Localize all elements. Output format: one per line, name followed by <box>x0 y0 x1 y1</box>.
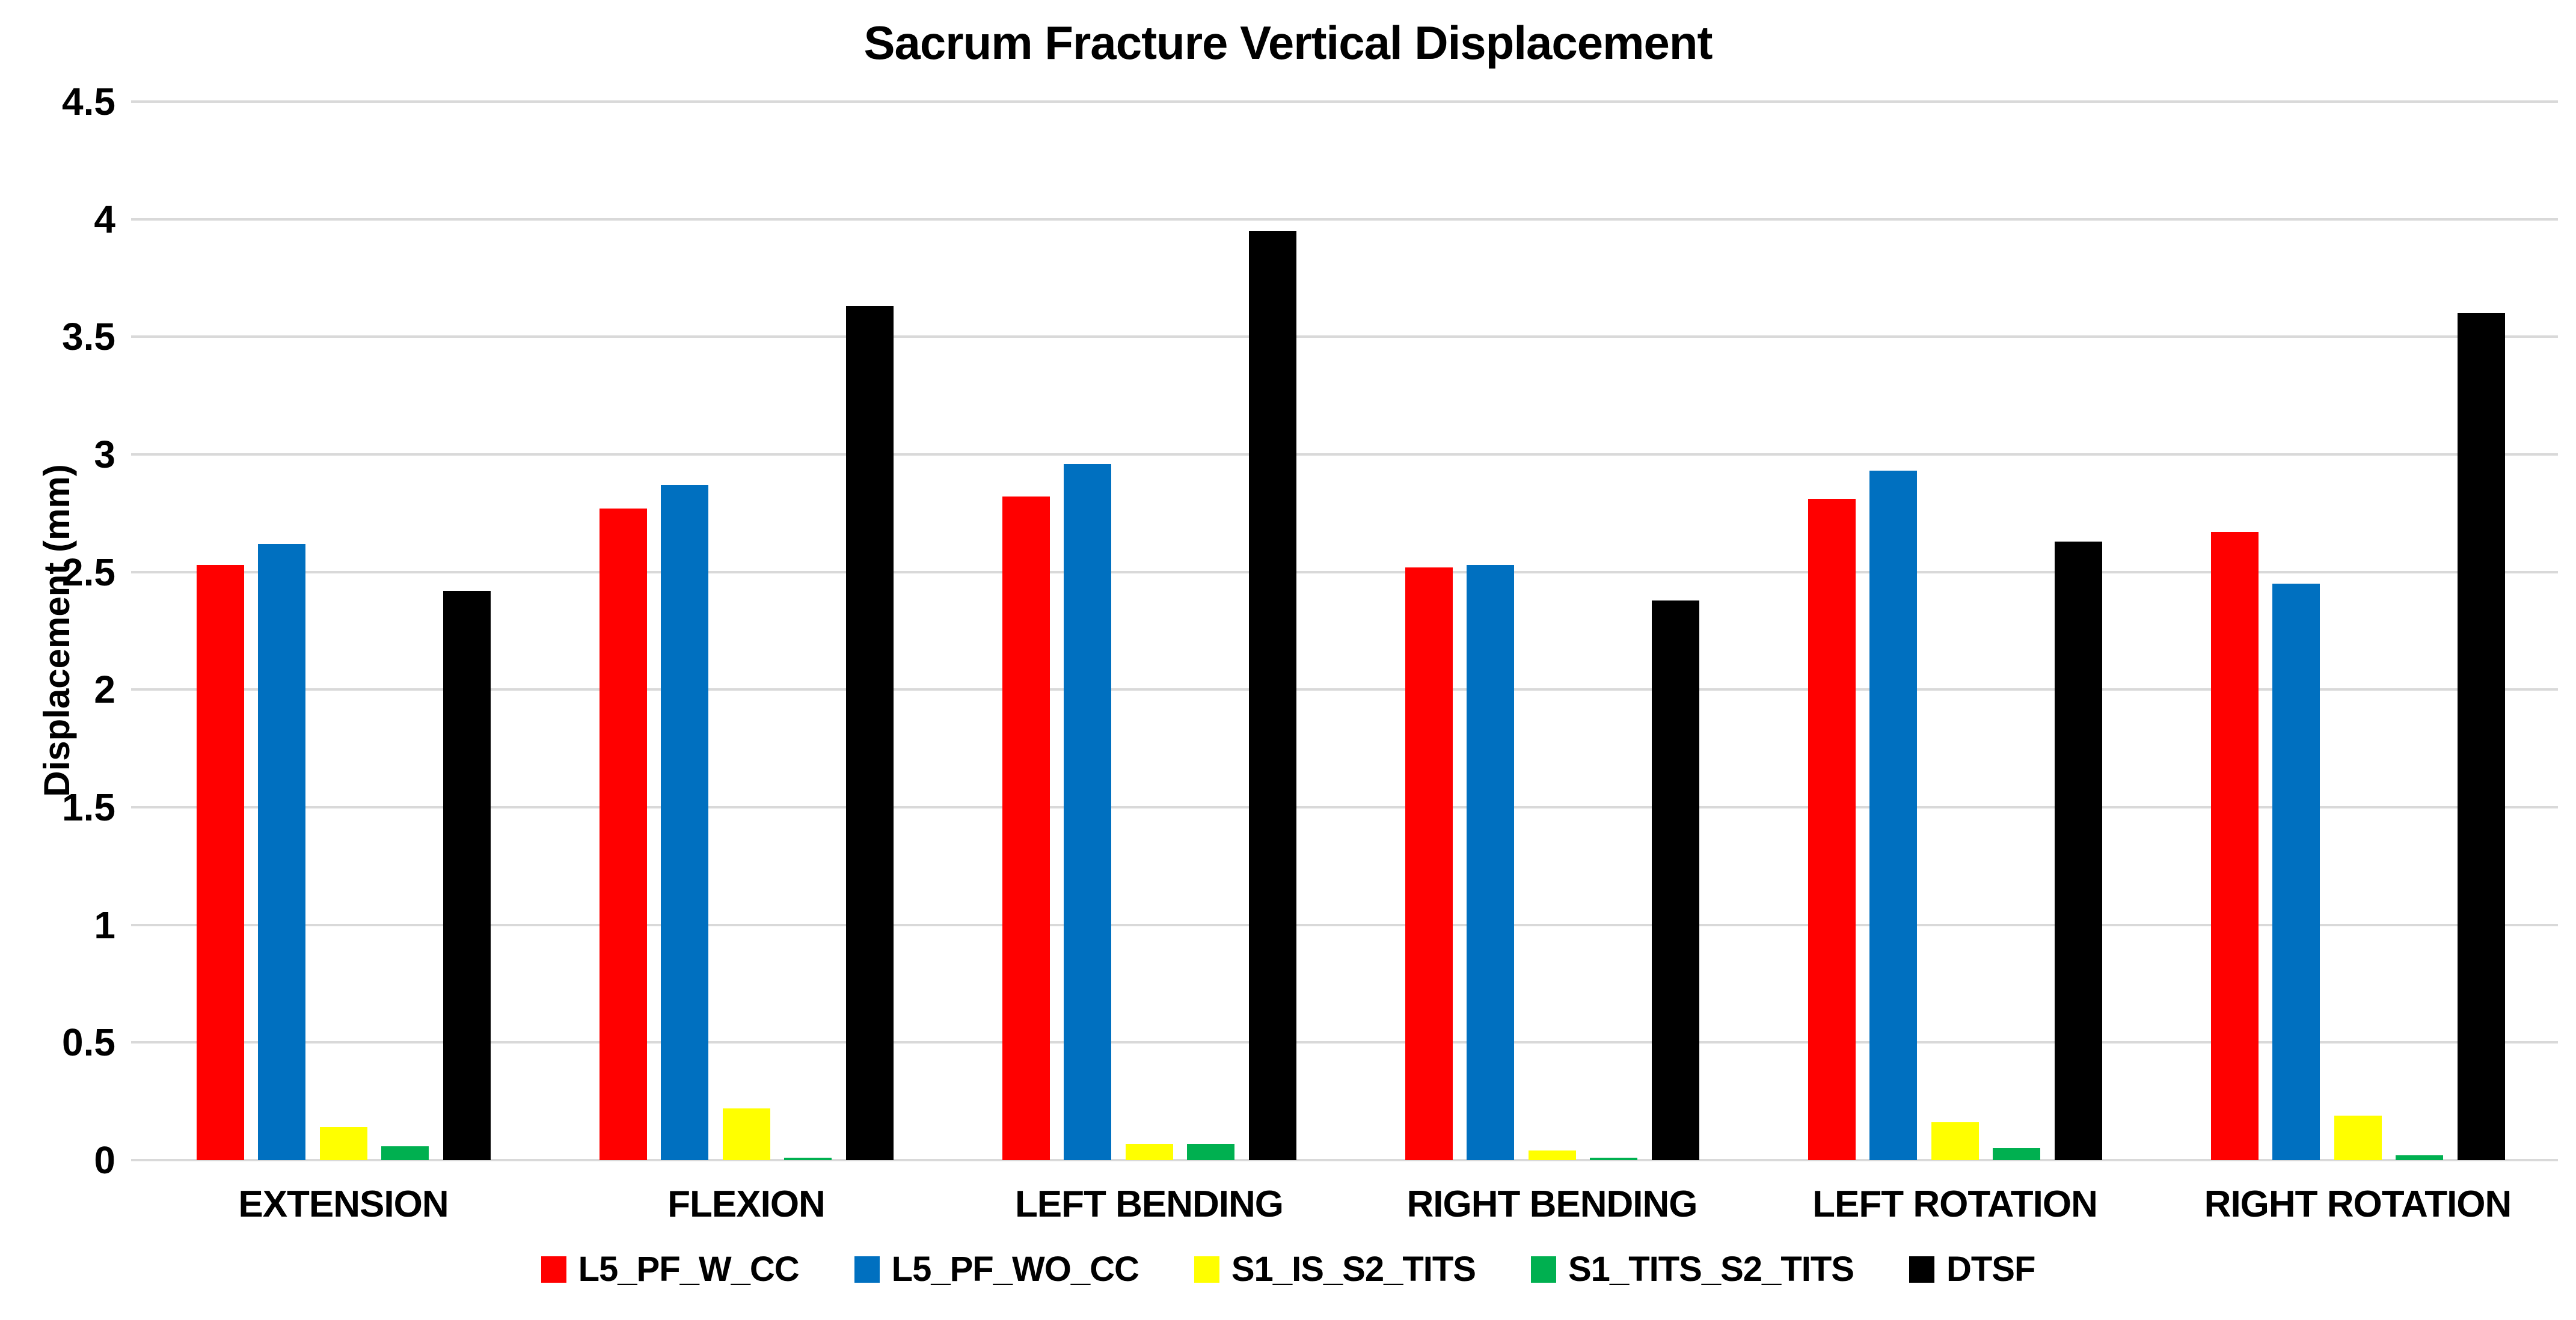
legend-swatch <box>1531 1256 1556 1283</box>
bar <box>1002 497 1050 1160</box>
y-tick-label: 1.5 <box>62 786 115 829</box>
bar <box>196 564 244 1160</box>
bar <box>1125 1143 1173 1160</box>
bar <box>381 1146 429 1160</box>
legend-item: L5_PF_WO_CC <box>854 1249 1139 1289</box>
legend-item: L5_PF_W_CC <box>541 1249 800 1289</box>
chart-title: Sacrum Fracture Vertical Displacement <box>863 16 1713 69</box>
bar <box>2457 313 2505 1160</box>
y-tick-label: 2 <box>94 668 115 712</box>
legend-swatch <box>1909 1256 1934 1283</box>
bar <box>2396 1155 2443 1160</box>
legend-item: S1_IS_S2_TITS <box>1194 1249 1476 1289</box>
legend-item: DTSF <box>1909 1249 2035 1289</box>
bar <box>1528 1150 1576 1160</box>
y-tick-label: 1 <box>94 903 115 947</box>
gridline <box>131 570 2558 573</box>
bar <box>443 590 491 1160</box>
legend-label: L5_PF_WO_CC <box>891 1250 1139 1289</box>
gridline <box>131 453 2558 456</box>
bar <box>1931 1122 1979 1160</box>
bar <box>2272 584 2320 1160</box>
y-tick-label: 4 <box>94 197 115 241</box>
gridline <box>131 335 2558 338</box>
bar <box>722 1108 770 1160</box>
bar <box>1651 600 1699 1160</box>
gridline <box>131 923 2558 926</box>
y-tick-label: 4.5 <box>62 80 115 123</box>
legend-label: S1_IS_S2_TITS <box>1231 1250 1476 1289</box>
x-axis-label: RIGHT BENDING <box>1406 1184 1698 1225</box>
bar <box>2210 532 2259 1160</box>
bar <box>1869 471 1917 1160</box>
gridline <box>131 1041 2558 1044</box>
legend-label: L5_PF_W_CC <box>578 1250 800 1289</box>
bar <box>661 484 708 1160</box>
bar <box>1187 1143 1234 1160</box>
bar <box>1467 564 1514 1160</box>
bar <box>1808 499 1856 1160</box>
bar <box>845 306 894 1160</box>
gridline <box>131 806 2558 808</box>
x-axis-label: LEFT ROTATION <box>1812 1184 2098 1225</box>
x-axis-label: RIGHT ROTATION <box>2204 1184 2512 1225</box>
y-tick-label: 3.5 <box>62 315 115 359</box>
legend-label: S1_TITS_S2_TITS <box>1568 1250 1854 1289</box>
legend-item: S1_TITS_S2_TITS <box>1531 1249 1854 1289</box>
legend-label: DTSF <box>1946 1250 2035 1289</box>
bar <box>599 509 647 1160</box>
bar <box>319 1127 367 1160</box>
bar <box>1064 463 1111 1160</box>
legend-swatch <box>1194 1256 1219 1283</box>
bar <box>2334 1115 2382 1160</box>
y-tick-label: 3 <box>94 433 115 476</box>
bar <box>1248 231 1296 1160</box>
legend-swatch <box>541 1256 566 1283</box>
y-tick-label: 2.5 <box>62 550 115 594</box>
x-axis-label: LEFT BENDING <box>1014 1184 1284 1225</box>
bar <box>1405 567 1453 1160</box>
bar <box>1993 1148 2040 1160</box>
x-axis-label: EXTENSION <box>238 1184 449 1225</box>
bar <box>258 543 305 1160</box>
y-tick-label: 0 <box>94 1138 115 1182</box>
gridline <box>131 100 2558 103</box>
bar <box>784 1158 832 1160</box>
gridline <box>131 218 2558 221</box>
bar <box>1590 1158 1637 1160</box>
x-axis-label: FLEXION <box>667 1184 826 1225</box>
gridline <box>131 1159 2558 1161</box>
legend-swatch <box>854 1256 880 1283</box>
legend: L5_PF_W_CC L5_PF_WO_CC S1_IS_S2_TITS S1_TIT… <box>0 1249 2576 1289</box>
y-tick-label: 0.5 <box>62 1021 115 1065</box>
bar <box>2054 541 2102 1160</box>
gridline <box>131 688 2558 691</box>
